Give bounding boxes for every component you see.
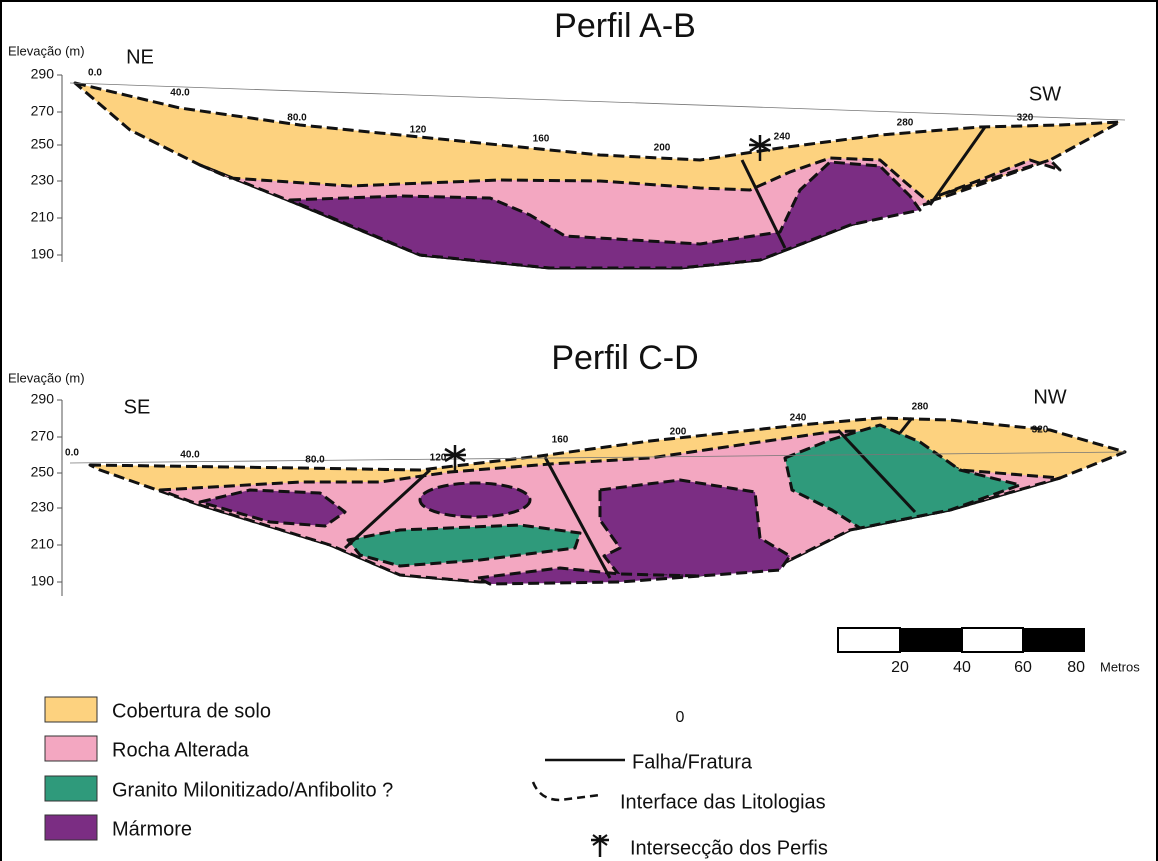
scale-unit: Metros	[1100, 659, 1140, 674]
legend-label: Rocha Alterada	[112, 739, 250, 761]
x-tick-label: 200	[670, 427, 687, 438]
y-tick-label: 210	[31, 536, 55, 552]
y-tick-label: 250	[31, 136, 55, 152]
y-tick-label: 270	[31, 428, 55, 444]
x-tick-label: 200	[654, 143, 671, 154]
scale-label: 40	[953, 659, 971, 676]
y-axis-label: Elevação (m)	[8, 370, 85, 385]
legend-label: Falha/Fratura	[632, 751, 753, 773]
scale-label: 20	[891, 659, 909, 676]
y-tick-label: 230	[31, 172, 55, 188]
profile-ab	[62, 75, 1125, 268]
x-tick-label: 240	[790, 413, 807, 424]
y-tick-label: 250	[31, 464, 55, 480]
legend-swatch	[45, 697, 97, 722]
page: 0 Metros Cobertura de solo Rocha Alterad…	[0, 0, 1158, 861]
legend-label: Cobertura de solo	[112, 700, 271, 722]
direction: SW	[1029, 83, 1061, 105]
x-tick-label: 160	[552, 435, 569, 446]
direction: NW	[1033, 386, 1066, 408]
y-tick-label: 290	[31, 391, 55, 407]
legend-label: Mármore	[112, 818, 192, 840]
scale-bar	[838, 628, 1085, 652]
intersection-symbol	[591, 835, 609, 857]
legend-label: Granito Milonitizado/Anfibolito ?	[112, 779, 393, 801]
x-tick-label: 80.0	[305, 455, 325, 466]
scale-label: 80	[1067, 659, 1085, 676]
y-tick-label: 190	[31, 573, 55, 589]
legend-swatch	[45, 736, 97, 761]
profile-title: Perfil C-D	[551, 339, 698, 377]
marble	[420, 483, 530, 517]
y-tick-label: 290	[31, 66, 55, 82]
direction: SE	[124, 396, 151, 418]
x-tick-label: 0.0	[88, 68, 102, 79]
legend-swatch	[45, 815, 97, 840]
profile-title: Perfil A-B	[554, 7, 696, 45]
profile-cd	[62, 400, 1125, 596]
x-tick-label: 40.0	[180, 450, 200, 461]
interface-symbol	[533, 782, 600, 800]
legend-label: Intersecção dos Perfis	[630, 837, 828, 859]
y-tick-label: 210	[31, 209, 55, 225]
x-tick-label: 0.0	[65, 448, 79, 459]
x-tick-label: 320	[1017, 113, 1034, 124]
scale-origin: 0	[676, 709, 685, 726]
x-tick-label: 160	[533, 134, 550, 145]
x-tick-label: 40.0	[170, 88, 190, 99]
x-tick-label: 280	[897, 118, 914, 129]
x-tick-label: 240	[774, 132, 791, 143]
direction: NE	[126, 46, 154, 68]
x-tick-label: 80.0	[287, 113, 307, 124]
legend-swatch	[45, 776, 97, 801]
y-axis-label: Elevação (m)	[8, 43, 85, 58]
y-tick-label: 270	[31, 103, 55, 119]
y-tick-label: 230	[31, 499, 55, 515]
x-tick-label: 320	[1032, 425, 1049, 436]
x-tick-label: 120	[410, 125, 427, 136]
x-tick-label: 120	[430, 453, 447, 464]
legend-label: Interface das Litologias	[620, 791, 826, 813]
x-tick-label: 280	[912, 402, 929, 413]
x-axis	[70, 83, 1125, 120]
scale-label: 60	[1014, 659, 1032, 676]
y-tick-label: 190	[31, 246, 55, 262]
